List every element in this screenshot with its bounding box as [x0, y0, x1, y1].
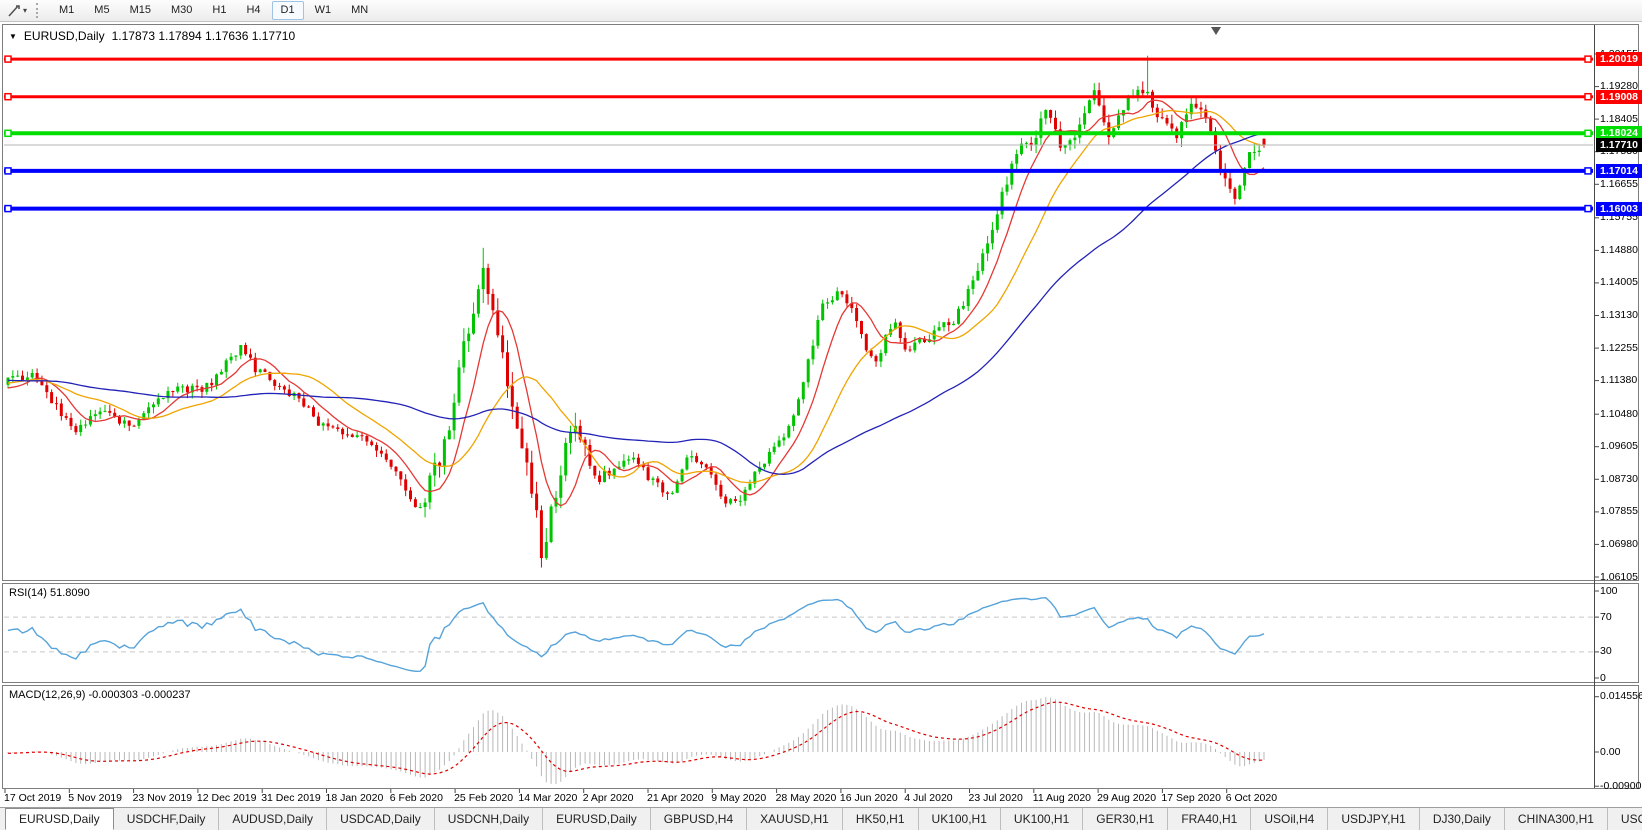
chart-symbol-period: EURUSD,Daily — [23, 29, 105, 43]
time-axis-strip — [2, 789, 1639, 807]
chart-tab[interactable]: USDCNH,Daily — [435, 808, 544, 830]
chart-title: ▼ EURUSD,Daily 1.17873 1.17894 1.17636 1… — [9, 29, 295, 43]
macd-axis-tick: 0.00 — [1600, 745, 1621, 758]
price-line-tag[interactable]: 1.16003 — [1596, 201, 1642, 216]
chart-shift-marker[interactable] — [1211, 27, 1221, 35]
price-line-tag[interactable]: 1.20019 — [1596, 52, 1642, 67]
date-axis-label: 12 Dec 2019 — [196, 792, 257, 804]
timeframe-button-m5[interactable]: M5 — [94, 4, 110, 16]
chart-tab[interactable]: USOil,H1 — [1608, 808, 1642, 830]
timeframe-button-m1[interactable]: M1 — [59, 4, 75, 16]
current-price-tag: 1.17710 — [1596, 138, 1642, 152]
chart-tabs: EURUSD,Daily USDCHF,Daily AUDUSD,Daily USDC… — [0, 808, 1642, 830]
date-axis-label: 17 Oct 2019 — [4, 792, 62, 804]
price-axis-tick: 1.11380 — [1600, 374, 1638, 387]
date-axis-label: 28 May 2020 — [775, 792, 837, 804]
chart-tab[interactable]: GBPUSD,H4 — [651, 808, 748, 830]
timeframe-buttons: M1 M5 M15 M30 H1 H4 D1 W1 MN — [49, 1, 378, 20]
date-axis-label: 14 Mar 2020 — [518, 792, 578, 804]
price-axis-tick: 1.12255 — [1600, 341, 1638, 354]
date-axis-label: 6 Oct 2020 — [1225, 792, 1278, 804]
macd-axis-tick: 0.014556 — [1600, 690, 1642, 703]
date-axis-label: 23 Jul 2020 — [968, 792, 1023, 804]
chart-tab[interactable]: USOil,H4 — [1251, 808, 1329, 830]
timeframe-button-h4[interactable]: H4 — [246, 4, 261, 16]
price-axis-tick: 1.14005 — [1600, 276, 1638, 289]
date-axis-label: 4 Jul 2020 — [904, 792, 953, 804]
price-axis-tick: 1.09605 — [1600, 440, 1638, 453]
toolbar-grip-handle[interactable] — [36, 3, 40, 18]
price-axis-tick: 1.06980 — [1600, 537, 1638, 550]
date-axis-label: 9 May 2020 — [711, 792, 767, 804]
timeframe-button-d1[interactable]: D1 — [271, 1, 304, 20]
price-axis-tick: 1.10480 — [1600, 407, 1638, 420]
chart-tab[interactable]: FRA40,H1 — [1168, 808, 1252, 830]
timeframe-button-mn[interactable]: MN — [351, 4, 369, 16]
date-axis-label: 21 Apr 2020 — [647, 792, 704, 804]
timeframe-button-h1[interactable]: H1 — [212, 4, 227, 16]
date-axis-label: 5 Nov 2019 — [68, 792, 123, 804]
price-axis-tick: 1.08730 — [1600, 472, 1638, 485]
date-axis-label: 23 Nov 2019 — [132, 792, 193, 804]
chart-tab[interactable]: HK50,H1 — [843, 808, 919, 830]
price-axis-tick: 1.06105 — [1600, 570, 1638, 583]
cursor-tool-icon[interactable] — [5, 3, 23, 19]
rsi-axis-tick: 0 — [1600, 671, 1606, 684]
price-line-tag[interactable]: 1.17014 — [1596, 163, 1642, 178]
date-axis-label: 25 Feb 2020 — [454, 792, 514, 804]
rsi-axis-tick: 70 — [1600, 610, 1612, 623]
price-axis-tick: 1.13130 — [1600, 309, 1638, 321]
date-axis-label: 11 Aug 2020 — [1032, 792, 1091, 804]
price-axis-tick: 1.16655 — [1600, 177, 1638, 190]
price-axis-tick: 1.18405 — [1600, 112, 1638, 125]
macd-label: MACD(12,26,9) -0.000303 -0.000237 — [9, 689, 191, 701]
date-axis-label: 16 Jun 2020 — [839, 792, 898, 804]
chart-tab[interactable]: USDJPY,H1 — [1328, 808, 1420, 830]
chart-tab[interactable]: UK100,H1 — [1001, 808, 1084, 830]
chart-tab[interactable]: DJ30,Daily — [1420, 808, 1505, 830]
date-axis-label: 18 Jan 2020 — [325, 792, 384, 804]
chart-ohlc-values: 1.17873 1.17894 1.17636 1.17710 — [111, 29, 296, 43]
price-line-tag[interactable]: 1.18024 — [1596, 126, 1642, 141]
rsi-label: RSI(14) 51.8090 — [9, 587, 90, 599]
price-axis-tick: 1.07855 — [1600, 505, 1638, 518]
price-axis-tick: 1.14880 — [1600, 243, 1638, 256]
timeframe-button-m15[interactable]: M15 — [129, 4, 151, 16]
chart-tab[interactable]: AUDUSD,Daily — [219, 808, 328, 830]
date-axis-label: 17 Sep 2020 — [1161, 792, 1221, 804]
price-axis-tick: 1.19280 — [1600, 80, 1638, 93]
rsi-panel[interactable] — [2, 583, 1639, 683]
dropdown-caret-icon[interactable]: ▾ — [23, 6, 28, 15]
rsi-axis-tick: 30 — [1600, 645, 1612, 658]
timeframe-button-m30[interactable]: M30 — [170, 4, 193, 16]
timeframe-button-w1[interactable]: W1 — [314, 4, 332, 16]
collapse-arrow-icon[interactable]: ▼ — [9, 31, 17, 41]
rsi-axis-tick: 100 — [1600, 584, 1618, 597]
chart-tab[interactable]: USDCAD,Daily — [327, 808, 435, 830]
chart-tab[interactable]: EURUSD,Daily — [543, 808, 651, 830]
main-chart-panel[interactable] — [2, 24, 1639, 581]
chart-tab[interactable]: CHINA300,H1 — [1505, 808, 1608, 830]
price-line-tag[interactable]: 1.19008 — [1596, 89, 1642, 104]
date-axis-label: 29 Aug 2020 — [1097, 792, 1157, 804]
macd-panel[interactable] — [2, 685, 1639, 789]
chart-tabs-bar: EURUSD,Daily USDCHF,Daily AUDUSD,Daily USDC… — [0, 807, 1642, 830]
chart-tab[interactable]: XAUUSD,H1 — [747, 808, 843, 830]
date-axis-label: 6 Feb 2020 — [389, 792, 443, 804]
chart-tab[interactable]: EURUSD,Daily — [5, 808, 114, 830]
date-axis-label: 2 Apr 2020 — [582, 792, 634, 804]
chart-tab[interactable]: UK100,H1 — [919, 808, 1001, 830]
chart-tab[interactable]: USDCHF,Daily — [114, 808, 220, 830]
chart-tab[interactable]: GER30,H1 — [1083, 808, 1169, 830]
timeframe-toolbar: ▾ M1 M5 M15 M30 H1 H4 D1 W1 MN — [0, 0, 1642, 22]
date-axis-label: 31 Dec 2019 — [261, 792, 321, 804]
